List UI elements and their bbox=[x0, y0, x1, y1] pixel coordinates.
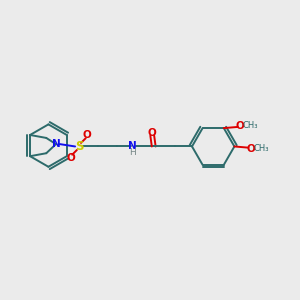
Text: CH₃: CH₃ bbox=[243, 121, 258, 130]
Text: O: O bbox=[246, 144, 255, 154]
Text: S: S bbox=[75, 140, 83, 153]
Text: O: O bbox=[66, 153, 75, 163]
Text: O: O bbox=[148, 128, 157, 138]
Text: N: N bbox=[52, 139, 60, 148]
Text: H: H bbox=[129, 148, 136, 158]
Text: N: N bbox=[128, 141, 137, 151]
Text: O: O bbox=[83, 130, 92, 140]
Text: CH₃: CH₃ bbox=[253, 144, 269, 153]
Text: O: O bbox=[236, 121, 244, 131]
